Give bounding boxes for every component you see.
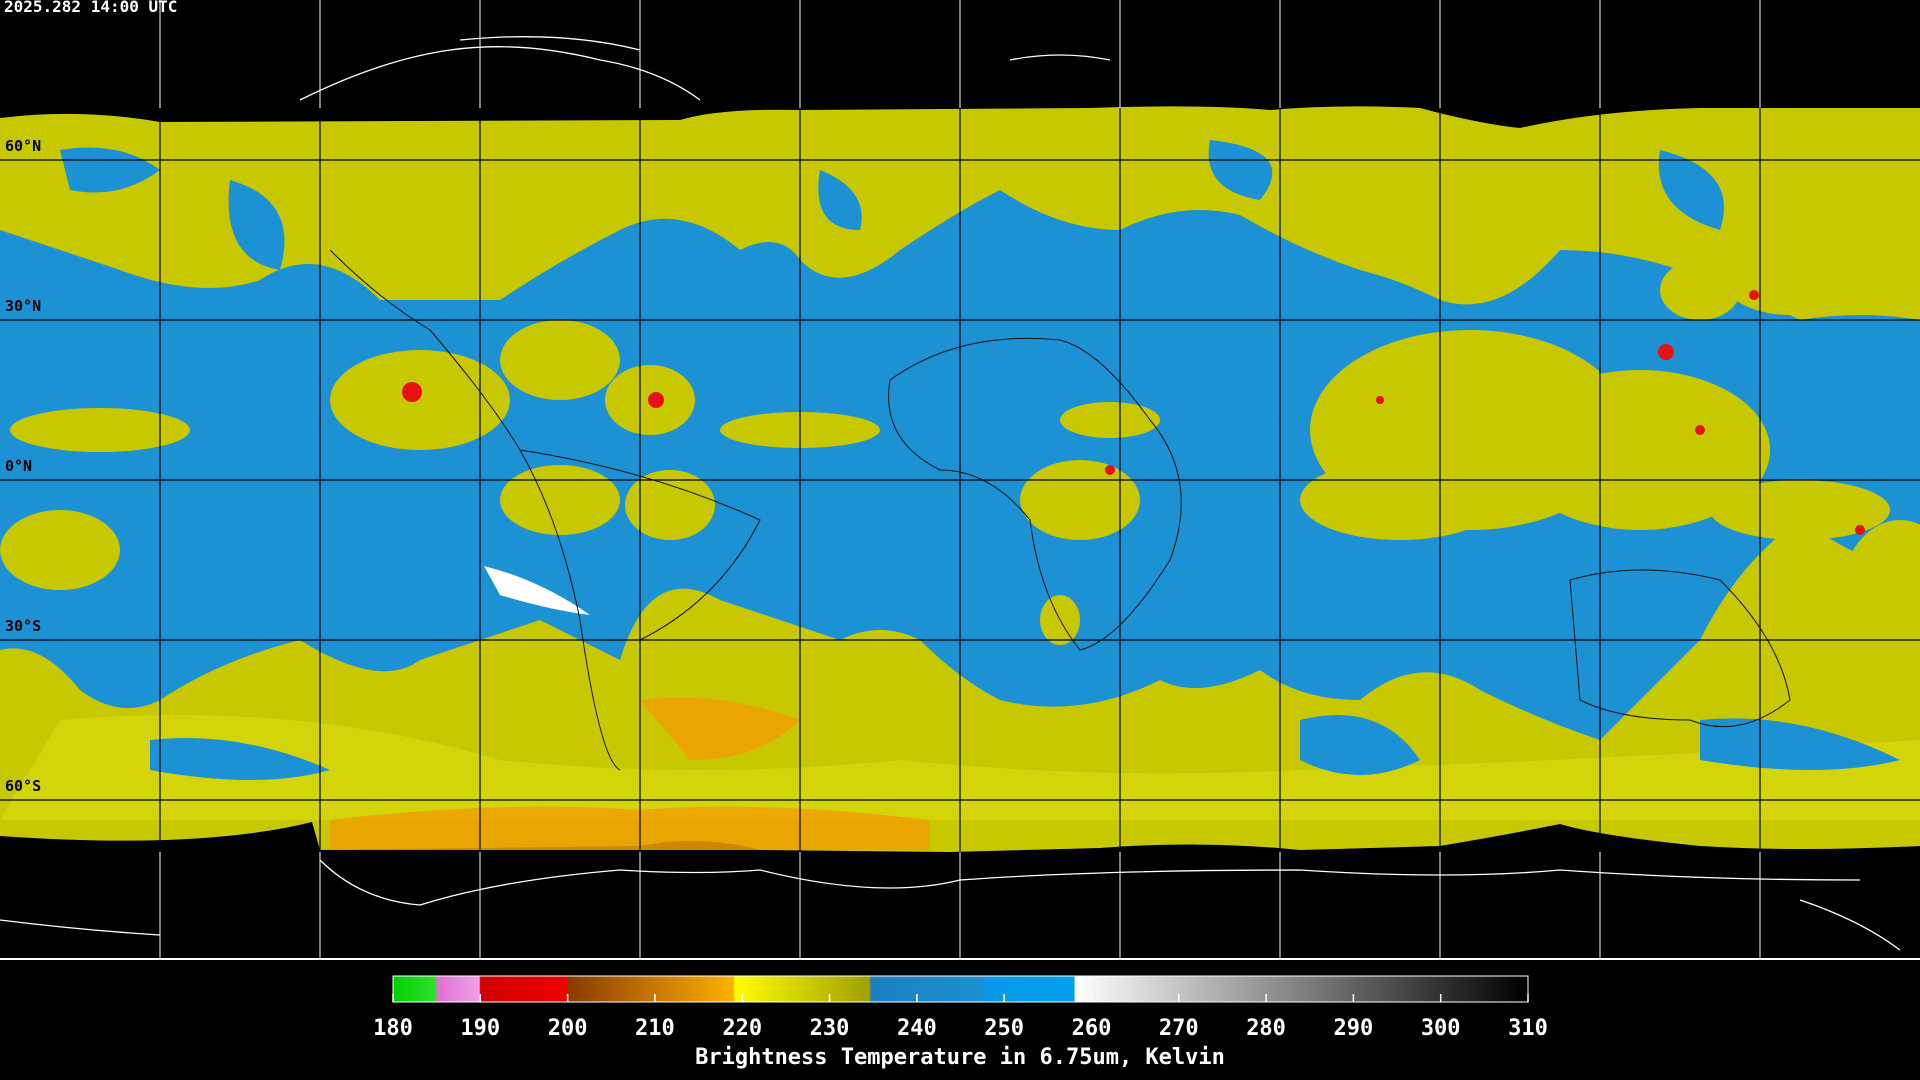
lat-lon-grid	[159, 0, 1761, 959]
colorbar-tick-label: 280	[1246, 1016, 1286, 1041]
latitude-label: 30°N	[5, 297, 41, 315]
colorbar-tick-label: 300	[1421, 1016, 1461, 1041]
coastlines-dark	[329, 249, 1791, 771]
colorbar-tick-label: 270	[1159, 1016, 1199, 1041]
map-frame	[0, 958, 1920, 960]
colorbar-tick-label: 290	[1334, 1016, 1374, 1041]
colorbar-tick-label: 220	[722, 1016, 762, 1041]
colorbar-tick-label: 200	[548, 1016, 588, 1041]
latitude-label: 0°N	[5, 457, 32, 475]
warm-anomaly	[484, 566, 590, 615]
colorbar-tick-label: 210	[635, 1016, 675, 1041]
colorbar-tick-label: 180	[373, 1016, 413, 1041]
colorbar-tick-label: 260	[1072, 1016, 1112, 1041]
latitude-label: 60°S	[5, 777, 41, 795]
colorbar-tick-label: 250	[984, 1016, 1024, 1041]
latitude-label: 60°N	[5, 137, 41, 155]
colorbar-tick-label: 240	[897, 1016, 937, 1041]
colorbar-tick-label: 230	[810, 1016, 850, 1041]
colorbar-tick-label: 190	[460, 1016, 500, 1041]
colorbar-label: Brightness Temperature in 6.75um, Kelvin	[695, 1045, 1225, 1070]
colorbar	[392, 975, 1529, 1003]
colorbar-tick-label: 310	[1508, 1016, 1548, 1041]
latitude-label: 30°S	[5, 617, 41, 635]
dry-region	[150, 715, 1900, 780]
water-vapor-map: 60°N 30°N 0°N 30°S 60°S 2025.282 14:00 UTC	[0, 0, 1920, 959]
timestamp: 2025.282 14:00 UTC	[4, 0, 177, 16]
cold-cloud-tops	[402, 290, 1865, 535]
